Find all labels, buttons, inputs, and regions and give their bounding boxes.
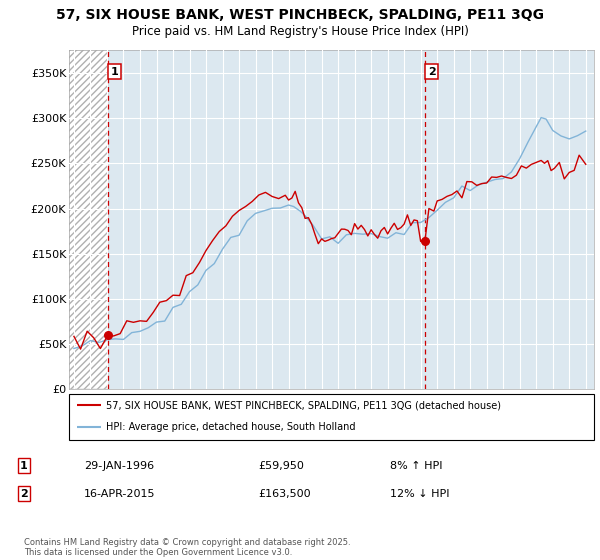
Bar [69,50,108,389]
Text: 57, SIX HOUSE BANK, WEST PINCHBECK, SPALDING, PE11 3QG (detached house): 57, SIX HOUSE BANK, WEST PINCHBECK, SPAL… [106,400,501,410]
Text: £163,500: £163,500 [258,489,311,499]
Text: 1: 1 [20,461,28,471]
Text: HPI: Average price, detached house, South Holland: HPI: Average price, detached house, Sout… [106,422,355,432]
Text: 29-JAN-1996: 29-JAN-1996 [84,461,154,471]
Text: 8% ↑ HPI: 8% ↑ HPI [390,461,443,471]
Text: Contains HM Land Registry data © Crown copyright and database right 2025.
This d: Contains HM Land Registry data © Crown c… [24,538,350,557]
Text: £59,950: £59,950 [258,461,304,471]
Text: 57, SIX HOUSE BANK, WEST PINCHBECK, SPALDING, PE11 3QG: 57, SIX HOUSE BANK, WEST PINCHBECK, SPAL… [56,8,544,22]
Text: 2: 2 [428,67,436,77]
Text: 1: 1 [111,67,119,77]
Text: 2: 2 [20,489,28,499]
Text: 16-APR-2015: 16-APR-2015 [84,489,155,499]
FancyBboxPatch shape [69,394,594,440]
Text: 12% ↓ HPI: 12% ↓ HPI [390,489,449,499]
Text: Price paid vs. HM Land Registry's House Price Index (HPI): Price paid vs. HM Land Registry's House … [131,25,469,38]
